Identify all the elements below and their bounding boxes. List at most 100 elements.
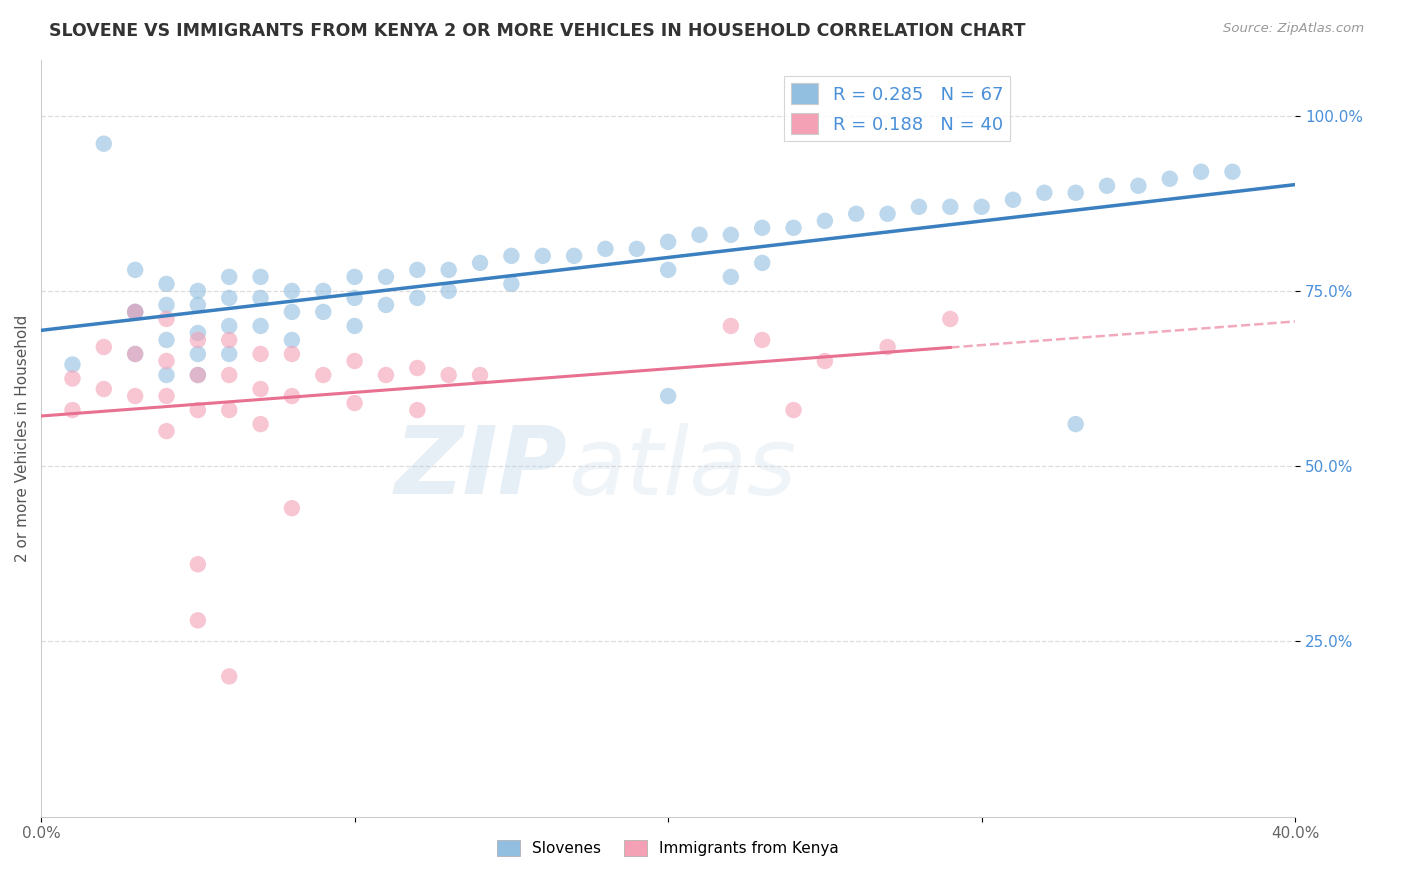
Point	[187, 403, 209, 417]
Point	[406, 263, 429, 277]
Point	[939, 200, 962, 214]
Point	[343, 354, 366, 368]
Point	[312, 284, 335, 298]
Point	[124, 305, 146, 319]
Point	[312, 305, 335, 319]
Point	[312, 368, 335, 382]
Point	[218, 318, 240, 333]
Point	[782, 403, 804, 417]
Point	[218, 669, 240, 683]
Point	[468, 368, 491, 382]
Point	[970, 200, 993, 214]
Point	[751, 220, 773, 235]
Point	[281, 284, 304, 298]
Point	[876, 340, 898, 354]
Point	[343, 318, 366, 333]
Point	[1001, 193, 1024, 207]
Point	[249, 318, 271, 333]
Point	[124, 389, 146, 403]
Point	[249, 269, 271, 284]
Point	[468, 256, 491, 270]
Point	[155, 298, 177, 312]
Point	[751, 256, 773, 270]
Point	[93, 340, 115, 354]
Point	[249, 291, 271, 305]
Point	[187, 333, 209, 347]
Point	[124, 347, 146, 361]
Point	[218, 291, 240, 305]
Point	[814, 214, 837, 228]
Point	[720, 227, 742, 242]
Point	[281, 333, 304, 347]
Point	[281, 347, 304, 361]
Point	[406, 291, 429, 305]
Point	[124, 305, 146, 319]
Text: Source: ZipAtlas.com: Source: ZipAtlas.com	[1223, 22, 1364, 36]
Point	[814, 354, 837, 368]
Point	[562, 249, 585, 263]
Point	[343, 269, 366, 284]
Point	[657, 235, 679, 249]
Point	[218, 403, 240, 417]
Point	[124, 347, 146, 361]
Point	[281, 389, 304, 403]
Point	[155, 312, 177, 326]
Point	[1064, 417, 1087, 431]
Point	[187, 558, 209, 572]
Point	[1189, 165, 1212, 179]
Point	[249, 347, 271, 361]
Point	[281, 501, 304, 516]
Point	[93, 382, 115, 396]
Y-axis label: 2 or more Vehicles in Household: 2 or more Vehicles in Household	[15, 315, 30, 562]
Point	[187, 613, 209, 627]
Point	[501, 277, 523, 291]
Point	[249, 417, 271, 431]
Text: SLOVENE VS IMMIGRANTS FROM KENYA 2 OR MORE VEHICLES IN HOUSEHOLD CORRELATION CHA: SLOVENE VS IMMIGRANTS FROM KENYA 2 OR MO…	[49, 22, 1026, 40]
Point	[93, 136, 115, 151]
Point	[375, 368, 398, 382]
Point	[845, 207, 868, 221]
Point	[1033, 186, 1056, 200]
Point	[1159, 171, 1181, 186]
Point	[908, 200, 931, 214]
Point	[187, 284, 209, 298]
Point	[375, 298, 398, 312]
Point	[720, 269, 742, 284]
Point	[62, 358, 84, 372]
Point	[187, 298, 209, 312]
Point	[406, 403, 429, 417]
Point	[876, 207, 898, 221]
Point	[1095, 178, 1118, 193]
Point	[343, 291, 366, 305]
Point	[155, 368, 177, 382]
Point	[531, 249, 554, 263]
Point	[218, 368, 240, 382]
Point	[218, 347, 240, 361]
Text: ZIP: ZIP	[395, 423, 568, 515]
Point	[218, 269, 240, 284]
Point	[657, 263, 679, 277]
Point	[155, 277, 177, 291]
Point	[751, 333, 773, 347]
Point	[218, 333, 240, 347]
Point	[343, 396, 366, 410]
Point	[437, 284, 460, 298]
Point	[187, 368, 209, 382]
Point	[1128, 178, 1150, 193]
Point	[375, 269, 398, 284]
Point	[249, 382, 271, 396]
Point	[155, 354, 177, 368]
Point	[281, 305, 304, 319]
Point	[406, 361, 429, 376]
Point	[782, 220, 804, 235]
Point	[501, 249, 523, 263]
Legend: R = 0.285   N = 67, R = 0.188   N = 40: R = 0.285 N = 67, R = 0.188 N = 40	[783, 76, 1011, 141]
Point	[437, 368, 460, 382]
Point	[689, 227, 711, 242]
Point	[124, 263, 146, 277]
Point	[155, 389, 177, 403]
Point	[155, 424, 177, 438]
Point	[1064, 186, 1087, 200]
Point	[124, 305, 146, 319]
Text: atlas: atlas	[568, 423, 796, 514]
